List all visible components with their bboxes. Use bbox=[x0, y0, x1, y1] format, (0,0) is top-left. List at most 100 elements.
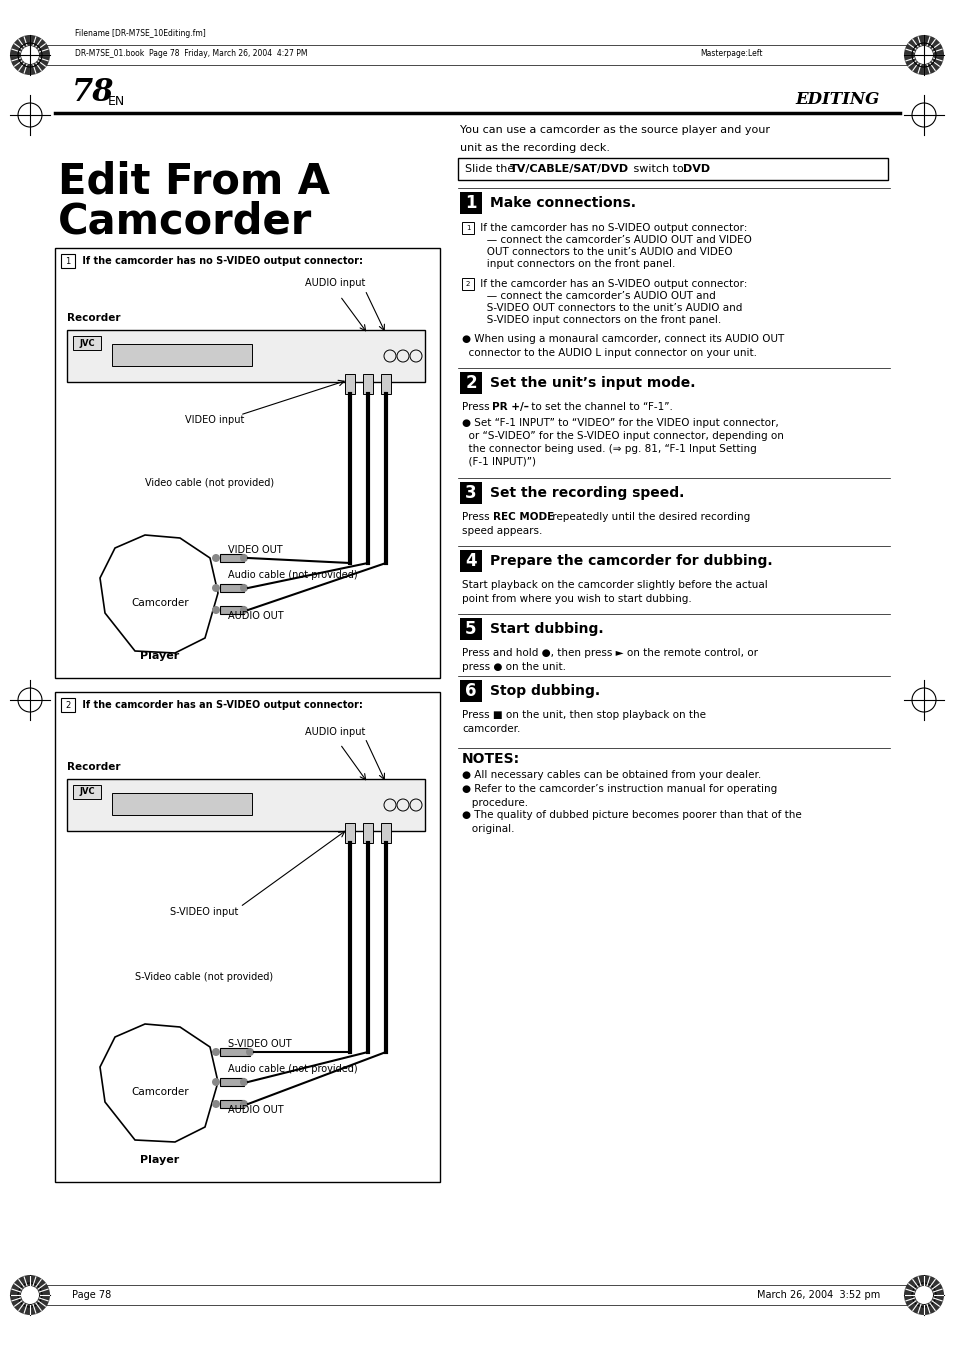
Text: 1: 1 bbox=[465, 195, 476, 212]
Text: 2: 2 bbox=[66, 701, 71, 709]
Text: 78: 78 bbox=[71, 77, 114, 108]
Text: Masterpage:Left: Masterpage:Left bbox=[700, 49, 761, 58]
Text: .: . bbox=[704, 163, 708, 174]
Text: repeatedly until the desired recording: repeatedly until the desired recording bbox=[548, 512, 749, 521]
Text: NOTES:: NOTES: bbox=[461, 753, 519, 766]
Text: input connectors on the front panel.: input connectors on the front panel. bbox=[476, 259, 675, 269]
Circle shape bbox=[903, 1275, 943, 1315]
Bar bbox=[380, 374, 391, 394]
Text: 1: 1 bbox=[66, 257, 71, 266]
Text: Prepare the camcorder for dubbing.: Prepare the camcorder for dubbing. bbox=[490, 554, 772, 567]
Text: Slide the: Slide the bbox=[464, 163, 517, 174]
Text: PR +/–: PR +/– bbox=[492, 403, 528, 412]
Text: VIDEO OUT: VIDEO OUT bbox=[228, 544, 282, 555]
Text: ● When using a monaural camcorder, connect its AUDIO OUT: ● When using a monaural camcorder, conne… bbox=[461, 334, 783, 345]
Text: Player: Player bbox=[140, 1155, 179, 1165]
Text: EDITING: EDITING bbox=[795, 91, 879, 108]
Text: switch to: switch to bbox=[629, 163, 686, 174]
Circle shape bbox=[212, 1100, 220, 1108]
Bar bbox=[459, 192, 481, 213]
Text: Press ■ on the unit, then stop playback on the: Press ■ on the unit, then stop playback … bbox=[461, 711, 705, 720]
Circle shape bbox=[240, 584, 248, 592]
Text: Camcorder: Camcorder bbox=[58, 200, 312, 242]
Text: ● Set “F-1 INPUT” to “VIDEO” for the VIDEO input connector,: ● Set “F-1 INPUT” to “VIDEO” for the VID… bbox=[461, 417, 778, 428]
Text: If the camcorder has an S-VIDEO output connector:: If the camcorder has an S-VIDEO output c… bbox=[79, 700, 362, 711]
Circle shape bbox=[21, 1286, 39, 1304]
Text: press ● on the unit.: press ● on the unit. bbox=[461, 662, 565, 671]
Circle shape bbox=[903, 35, 943, 76]
Text: Start playback on the camcorder slightly before the actual: Start playback on the camcorder slightly… bbox=[461, 580, 767, 590]
Circle shape bbox=[212, 1078, 220, 1086]
Circle shape bbox=[246, 1048, 253, 1056]
Bar bbox=[380, 823, 391, 843]
Bar bbox=[459, 482, 481, 504]
Circle shape bbox=[240, 607, 248, 613]
Bar bbox=[67, 780, 424, 831]
Bar bbox=[457, 158, 887, 180]
Text: 5: 5 bbox=[465, 620, 476, 638]
Text: S-VIDEO OUT: S-VIDEO OUT bbox=[228, 1039, 292, 1048]
Text: unit as the recording deck.: unit as the recording deck. bbox=[459, 143, 609, 153]
Text: connector to the AUDIO L input connector on your unit.: connector to the AUDIO L input connector… bbox=[461, 349, 757, 358]
Bar bbox=[220, 1048, 250, 1056]
Text: OUT connectors to the unit’s AUDIO and VIDEO: OUT connectors to the unit’s AUDIO and V… bbox=[476, 247, 732, 257]
Text: Set the recording speed.: Set the recording speed. bbox=[490, 486, 683, 500]
Text: — connect the camcorder’s AUDIO OUT and: — connect the camcorder’s AUDIO OUT and bbox=[476, 290, 715, 301]
Bar bbox=[112, 345, 252, 366]
Circle shape bbox=[914, 1286, 932, 1304]
Text: (F-1 INPUT)”): (F-1 INPUT)”) bbox=[461, 457, 536, 467]
Bar bbox=[73, 785, 101, 798]
Bar bbox=[363, 374, 373, 394]
Circle shape bbox=[212, 584, 220, 592]
Bar bbox=[55, 692, 439, 1182]
Text: or “S-VIDEO” for the S-VIDEO input connector, depending on: or “S-VIDEO” for the S-VIDEO input conne… bbox=[461, 431, 783, 440]
Circle shape bbox=[240, 1100, 248, 1108]
Text: Set the unit’s input mode.: Set the unit’s input mode. bbox=[490, 376, 695, 390]
Text: Camcorder: Camcorder bbox=[132, 598, 189, 608]
Circle shape bbox=[240, 554, 248, 562]
Text: Filename [DR-M7SE_10Editing.fm]: Filename [DR-M7SE_10Editing.fm] bbox=[75, 28, 206, 38]
Text: AUDIO OUT: AUDIO OUT bbox=[228, 611, 283, 621]
Text: DVD: DVD bbox=[682, 163, 709, 174]
Text: TV/CABLE/SAT/DVD: TV/CABLE/SAT/DVD bbox=[510, 163, 628, 174]
Text: Audio cable (not provided): Audio cable (not provided) bbox=[228, 570, 357, 580]
Text: procedure.: procedure. bbox=[461, 798, 528, 808]
Text: You can use a camcorder as the source player and your: You can use a camcorder as the source pl… bbox=[459, 126, 769, 135]
Bar bbox=[459, 617, 481, 640]
Text: Audio cable (not provided): Audio cable (not provided) bbox=[228, 1065, 357, 1074]
Text: 1: 1 bbox=[465, 226, 470, 231]
Bar bbox=[55, 249, 439, 678]
Text: Make connections.: Make connections. bbox=[490, 196, 636, 209]
Text: REC MODE: REC MODE bbox=[493, 512, 554, 521]
Circle shape bbox=[914, 46, 932, 63]
Text: Recorder: Recorder bbox=[67, 762, 120, 771]
Text: AUDIO input: AUDIO input bbox=[305, 278, 365, 288]
Bar bbox=[61, 698, 75, 712]
Bar bbox=[461, 278, 474, 290]
Text: Stop dubbing.: Stop dubbing. bbox=[490, 684, 599, 698]
Bar bbox=[67, 330, 424, 382]
Text: S-Video cable (not provided): S-Video cable (not provided) bbox=[135, 971, 273, 982]
Text: VIDEO input: VIDEO input bbox=[185, 415, 244, 426]
Text: Recorder: Recorder bbox=[67, 313, 120, 323]
Text: Camcorder: Camcorder bbox=[132, 1088, 189, 1097]
Bar bbox=[459, 680, 481, 703]
Text: DR-M7SE_01.book  Page 78  Friday, March 26, 2004  4:27 PM: DR-M7SE_01.book Page 78 Friday, March 26… bbox=[75, 49, 307, 58]
Circle shape bbox=[10, 35, 50, 76]
Bar bbox=[220, 554, 244, 562]
Text: S-VIDEO OUT connectors to the unit’s AUDIO and: S-VIDEO OUT connectors to the unit’s AUD… bbox=[476, 303, 741, 313]
Text: point from where you wish to start dubbing.: point from where you wish to start dubbi… bbox=[461, 594, 691, 604]
Text: If the camcorder has no S-VIDEO output connector:: If the camcorder has no S-VIDEO output c… bbox=[476, 223, 746, 232]
Text: original.: original. bbox=[461, 824, 514, 834]
Text: 4: 4 bbox=[465, 553, 476, 570]
Circle shape bbox=[10, 1275, 50, 1315]
Bar bbox=[220, 1100, 244, 1108]
Bar bbox=[220, 1078, 244, 1086]
Text: Press and hold ●, then press ► on the remote control, or: Press and hold ●, then press ► on the re… bbox=[461, 648, 758, 658]
Text: — connect the camcorder’s AUDIO OUT and VIDEO: — connect the camcorder’s AUDIO OUT and … bbox=[476, 235, 751, 245]
Bar bbox=[61, 254, 75, 267]
Text: Press: Press bbox=[461, 403, 493, 412]
Text: If the camcorder has an S-VIDEO output connector:: If the camcorder has an S-VIDEO output c… bbox=[476, 280, 746, 289]
Text: S-VIDEO input: S-VIDEO input bbox=[170, 907, 238, 917]
Text: speed appears.: speed appears. bbox=[461, 526, 542, 536]
